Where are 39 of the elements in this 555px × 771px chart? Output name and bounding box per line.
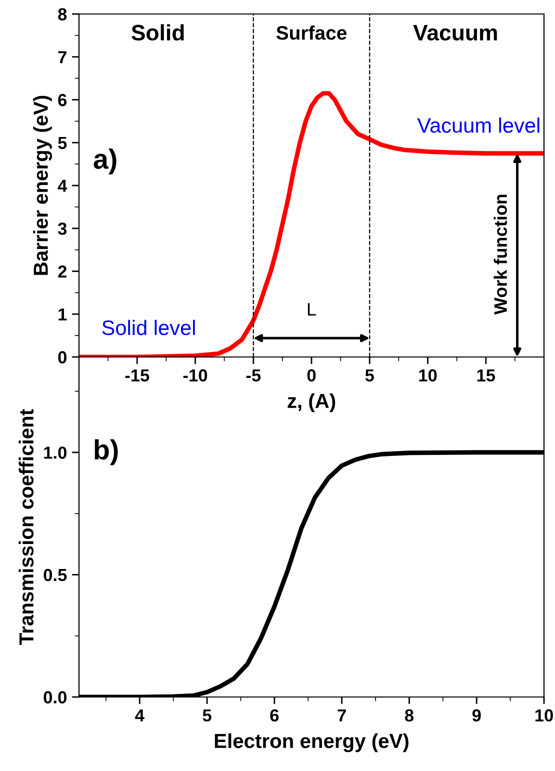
x-tick-label: 5 (365, 369, 374, 382)
y-tick-label: 1 (58, 308, 67, 320)
x-axis-title: Electron energy (eV) (214, 733, 408, 752)
y-tick-label: 0.5 (44, 568, 67, 582)
x-tick-label: -15 (125, 369, 150, 382)
annotation: a) (94, 148, 116, 174)
annotation: Vacuum level (417, 117, 540, 133)
x-tick-label: 5 (202, 709, 212, 722)
annotation: L (308, 303, 316, 316)
x-tick-label: 10 (419, 369, 437, 382)
annotation: Solid (132, 24, 184, 41)
x-tick-label: 4 (135, 709, 144, 722)
y-tick-label: 1.0 (44, 446, 66, 459)
x-tick-label: 8 (404, 709, 414, 722)
y-tick-label: 0 (58, 351, 66, 364)
x-tick-label: 6 (270, 709, 279, 722)
x-tick-label: 10 (535, 709, 553, 722)
y-axis-title: Barrier energy (eV) (33, 96, 52, 275)
y-tick-label: 7 (58, 51, 66, 64)
y-axis-title: Transmission coefficient (18, 409, 34, 645)
y-tick-label: 6 (58, 94, 67, 106)
annotation: Solid level (102, 320, 195, 336)
y-tick-label: 5 (58, 136, 67, 150)
y-tick-label: 4 (58, 180, 68, 192)
y-tick-label: 3 (58, 222, 67, 235)
x-tick-label: 15 (477, 369, 496, 382)
x-axis-title: z, (A) (288, 393, 336, 412)
annotation: Surface (276, 26, 347, 40)
annotation: Vacuum (413, 25, 497, 41)
x-tick-label: -5 (246, 369, 261, 382)
y-tick-label: 2 (58, 265, 66, 278)
annotation: b) (94, 439, 118, 466)
x-tick-label: -10 (183, 369, 208, 382)
x-tick-label: 0 (307, 369, 316, 382)
x-tick-label: 9 (472, 709, 481, 722)
x-tick-label: 7 (338, 709, 346, 722)
y-tick-label: 0.0 (44, 691, 66, 704)
annotation: Work function (494, 194, 507, 315)
y-tick-label: 8 (58, 8, 67, 20)
